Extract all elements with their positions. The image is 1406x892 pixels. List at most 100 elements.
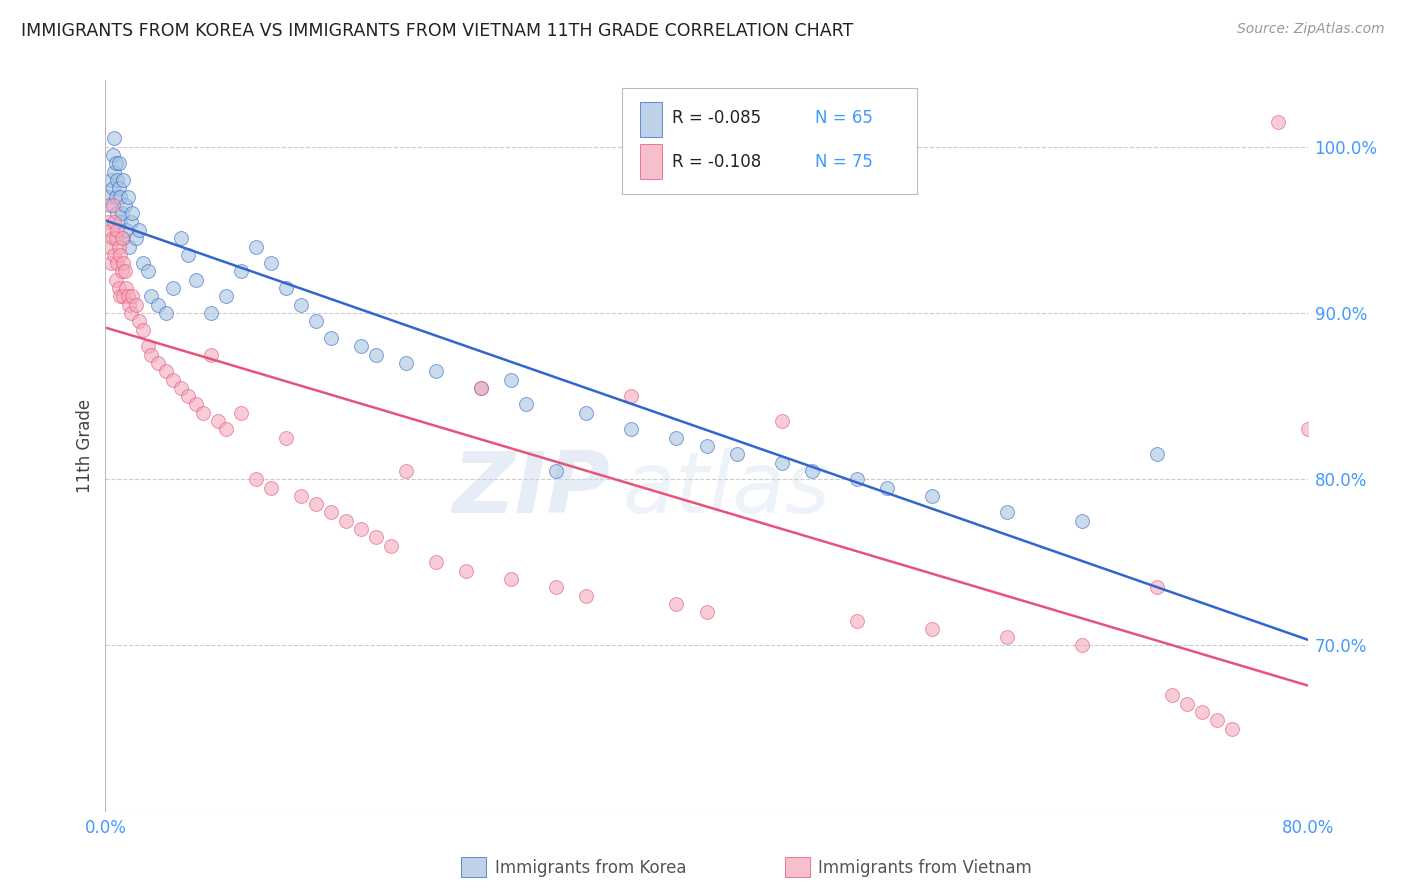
Text: N = 75: N = 75 [814,153,873,171]
Point [103,248,125,262]
Point [425,555,447,569]
Point [290,489,312,503]
Point [229,264,252,278]
FancyBboxPatch shape [640,103,662,137]
Point [395,356,418,370]
Text: R = -0.085: R = -0.085 [672,110,761,128]
Point [305,314,328,328]
Point [546,580,568,594]
Point [260,481,283,495]
Point [575,589,598,603]
Point [229,406,252,420]
Point [115,281,138,295]
Point [111,206,134,220]
Point [191,406,214,420]
Point [200,306,222,320]
Point [800,464,823,478]
Point [104,189,127,203]
Point [696,605,718,619]
Point [845,614,868,628]
Point [425,364,447,378]
Point [665,431,688,445]
FancyBboxPatch shape [623,87,917,194]
Point [108,239,131,253]
Point [1146,580,1168,594]
Point [114,198,136,212]
Point [132,256,155,270]
Point [1191,705,1213,719]
Point [395,464,418,478]
Point [364,348,387,362]
Point [1175,697,1198,711]
Point [305,497,328,511]
Point [184,397,207,411]
Point [110,248,132,262]
Text: R = -0.108: R = -0.108 [672,153,761,171]
Point [456,564,478,578]
Point [177,389,200,403]
Point [136,264,159,278]
Y-axis label: 11th Grade: 11th Grade [76,399,94,493]
Point [117,289,139,303]
Point [1146,447,1168,461]
Point [575,406,598,420]
Point [100,256,122,270]
Point [111,231,134,245]
Point [124,231,146,245]
Point [111,264,134,278]
Point [200,348,222,362]
Point [319,331,342,345]
Point [274,281,297,295]
Point [350,522,373,536]
Point [103,131,125,145]
Point [725,447,748,461]
Point [696,439,718,453]
Point [104,231,127,245]
Point [108,281,131,295]
Point [120,306,142,320]
Text: Source: ZipAtlas.com: Source: ZipAtlas.com [1237,22,1385,37]
Point [100,173,122,187]
Point [245,472,267,486]
Point [515,397,537,411]
Point [245,239,267,253]
Point [770,414,793,428]
Point [121,289,143,303]
Point [169,381,191,395]
Point [207,414,229,428]
Point [620,422,643,436]
Point [132,323,155,337]
Point [108,156,131,170]
Point [112,173,135,187]
Point [470,381,492,395]
Point [1071,514,1094,528]
Point [146,356,169,370]
Point [546,464,568,478]
Point [100,223,122,237]
Point [319,506,342,520]
Point [101,148,124,162]
Point [162,281,184,295]
Point [139,289,162,303]
Point [1071,639,1094,653]
Text: atlas: atlas [623,449,831,532]
Point [97,214,120,228]
Point [274,431,297,445]
Point [177,248,200,262]
Point [214,289,236,303]
Text: N = 65: N = 65 [814,110,873,128]
Text: Immigrants from Korea: Immigrants from Korea [495,859,686,877]
Point [921,489,943,503]
Point [350,339,373,353]
Point [501,572,523,586]
Point [335,514,357,528]
Point [155,364,177,378]
Point [101,198,124,212]
Point [103,165,125,179]
Point [104,273,127,287]
Point [470,381,492,395]
Point [139,348,162,362]
Point [290,298,312,312]
Point [98,198,121,212]
Point [108,181,131,195]
